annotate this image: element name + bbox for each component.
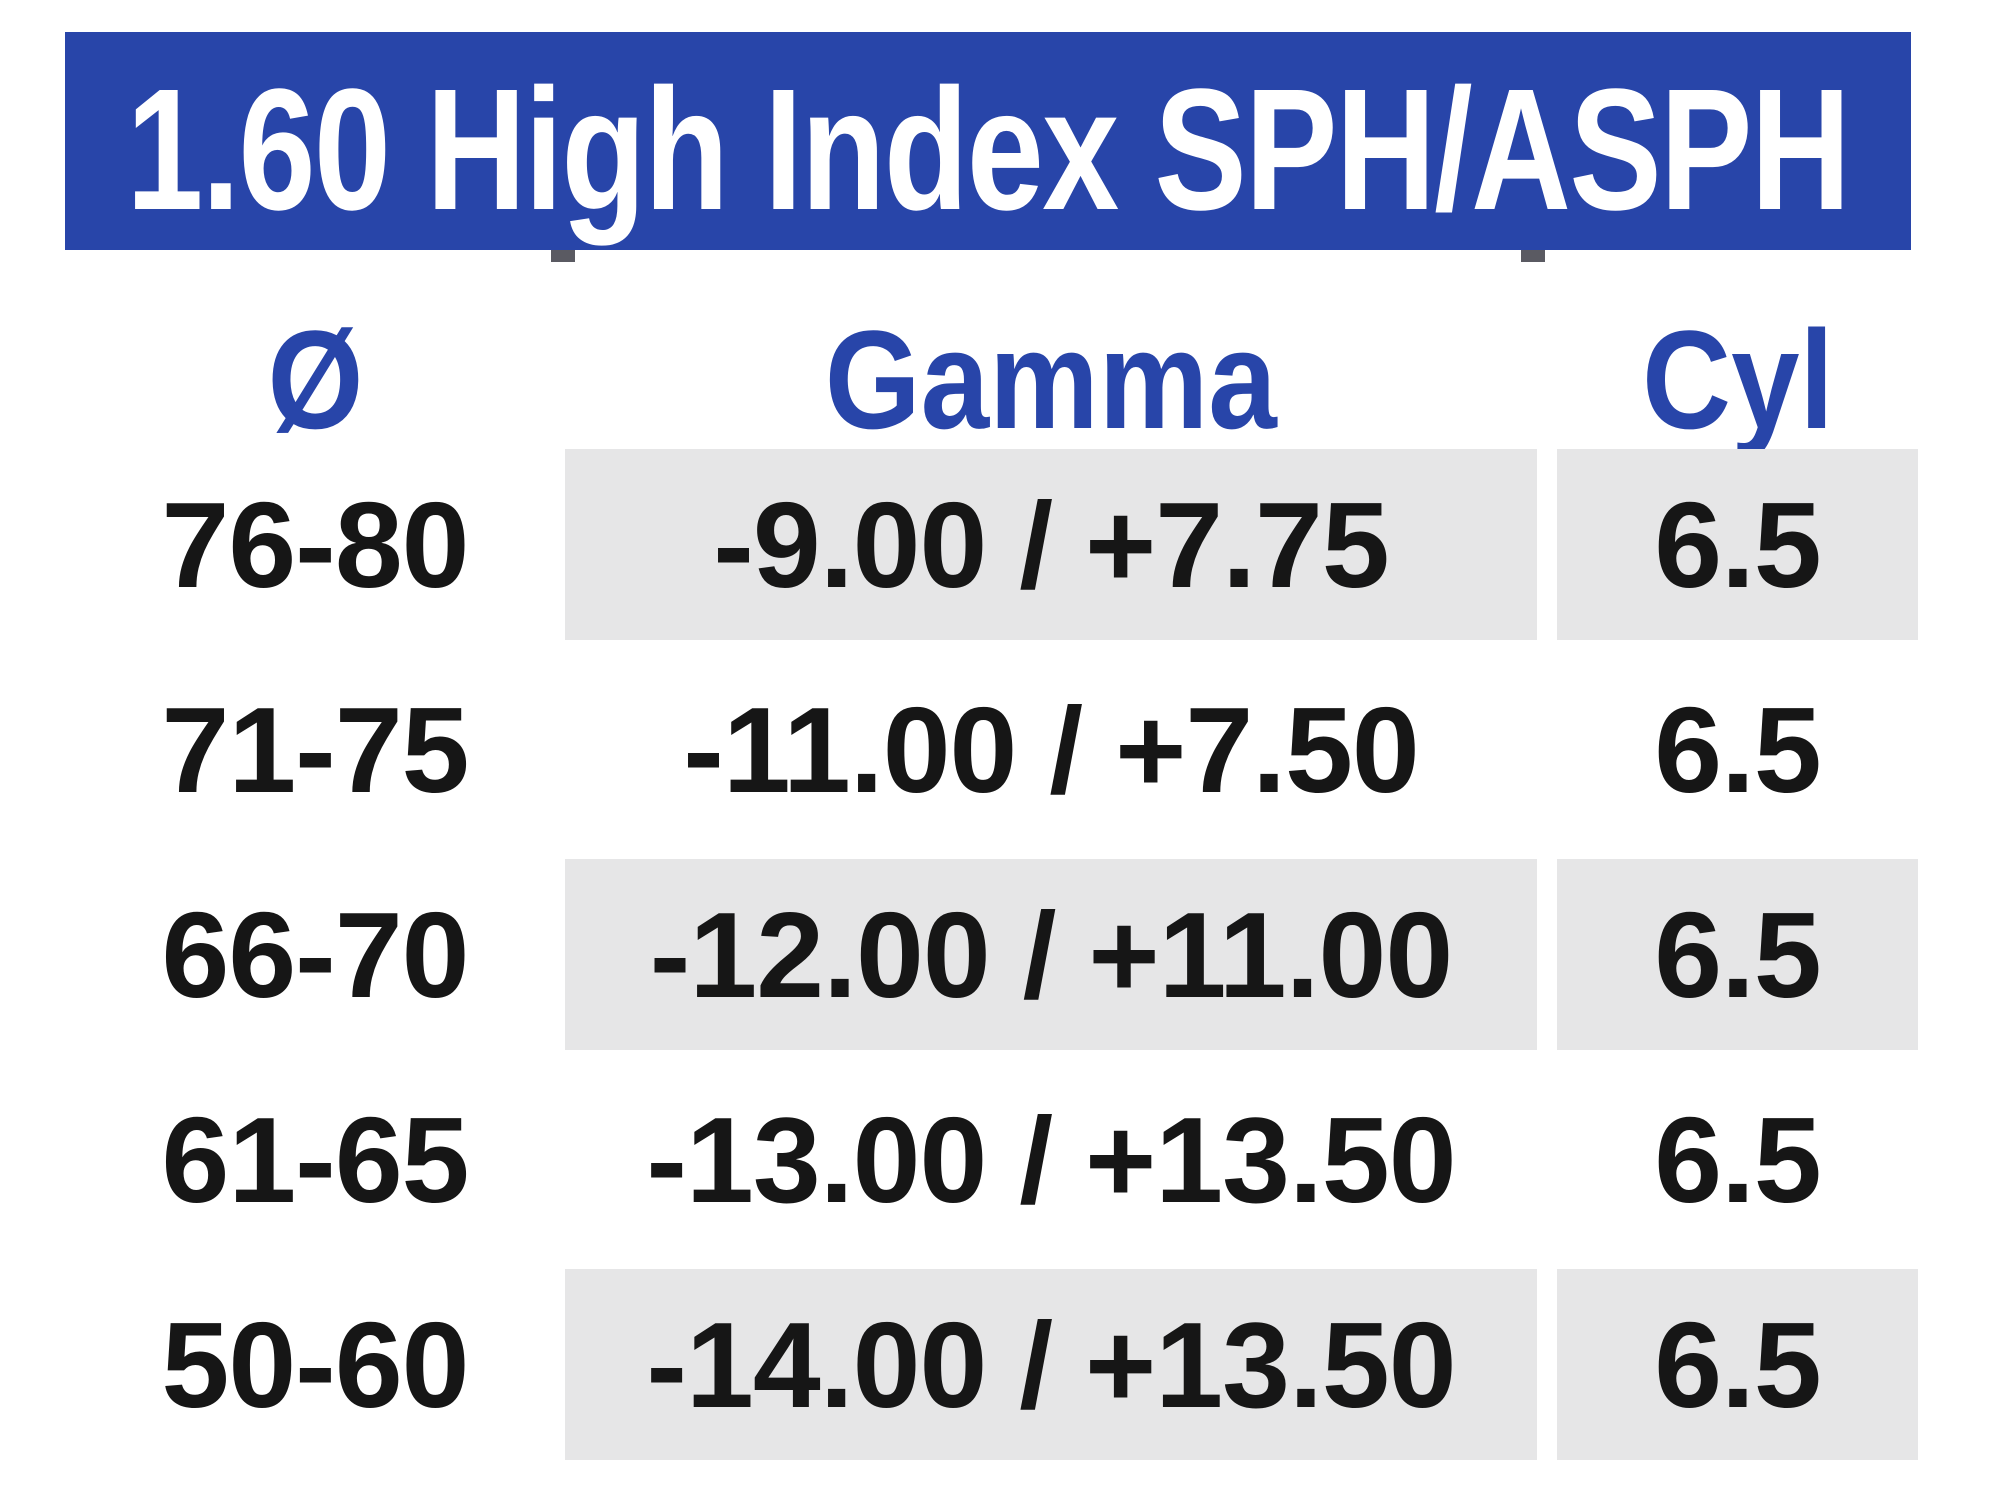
scan-artifact-tick-left bbox=[551, 250, 575, 262]
scan-artifact-tick-right bbox=[1521, 250, 1545, 262]
cyl-cell: 6.5 bbox=[1654, 1091, 1822, 1228]
gamma-cell: -14.00 / +13.50 bbox=[565, 1269, 1537, 1460]
diameter-symbol: Ø bbox=[267, 301, 363, 458]
diameter-cell: 61-65 bbox=[161, 1091, 469, 1228]
table-row: 76-80 -9.00 / +7.75 6.5 bbox=[65, 449, 1918, 640]
title-banner: 1.60 High Index SPH/ASPH bbox=[65, 32, 1911, 250]
page-title: 1.60 High Index SPH/ASPH bbox=[126, 52, 1851, 246]
table-row: 61-65 -13.00 / +13.50 6.5 bbox=[65, 1064, 1918, 1255]
cyl-cell: 6.5 bbox=[1557, 859, 1918, 1050]
cyl-cell: 6.5 bbox=[1654, 681, 1822, 818]
diameter-cell: 66-70 bbox=[161, 886, 469, 1023]
cyl-cell: 6.5 bbox=[1557, 1269, 1918, 1460]
cyl-cell: 6.5 bbox=[1557, 449, 1918, 640]
table-row: 50-60 -14.00 / +13.50 6.5 bbox=[65, 1269, 1918, 1460]
table-row: 71-75 -11.00 / +7.50 6.5 bbox=[65, 654, 1918, 845]
table-row: 66-70 -12.00 / +11.00 6.5 bbox=[65, 859, 1918, 1050]
gamma-cell: -13.00 / +13.50 bbox=[646, 1091, 1456, 1228]
gamma-cell: -9.00 / +7.75 bbox=[565, 449, 1537, 640]
gamma-cell: -11.00 / +7.50 bbox=[683, 681, 1420, 818]
table-header-row: Ø Gamma Cyl bbox=[65, 295, 1918, 465]
gamma-cell: -12.00 / +11.00 bbox=[565, 859, 1537, 1050]
diameter-column-header: Ø bbox=[65, 295, 565, 465]
cyl-column-header: Cyl bbox=[1641, 301, 1834, 458]
gamma-column-header: Gamma bbox=[825, 301, 1277, 458]
diameter-cell: 50-60 bbox=[161, 1296, 469, 1433]
diameter-cell: 76-80 bbox=[161, 476, 469, 613]
diameter-cell: 71-75 bbox=[161, 681, 469, 818]
